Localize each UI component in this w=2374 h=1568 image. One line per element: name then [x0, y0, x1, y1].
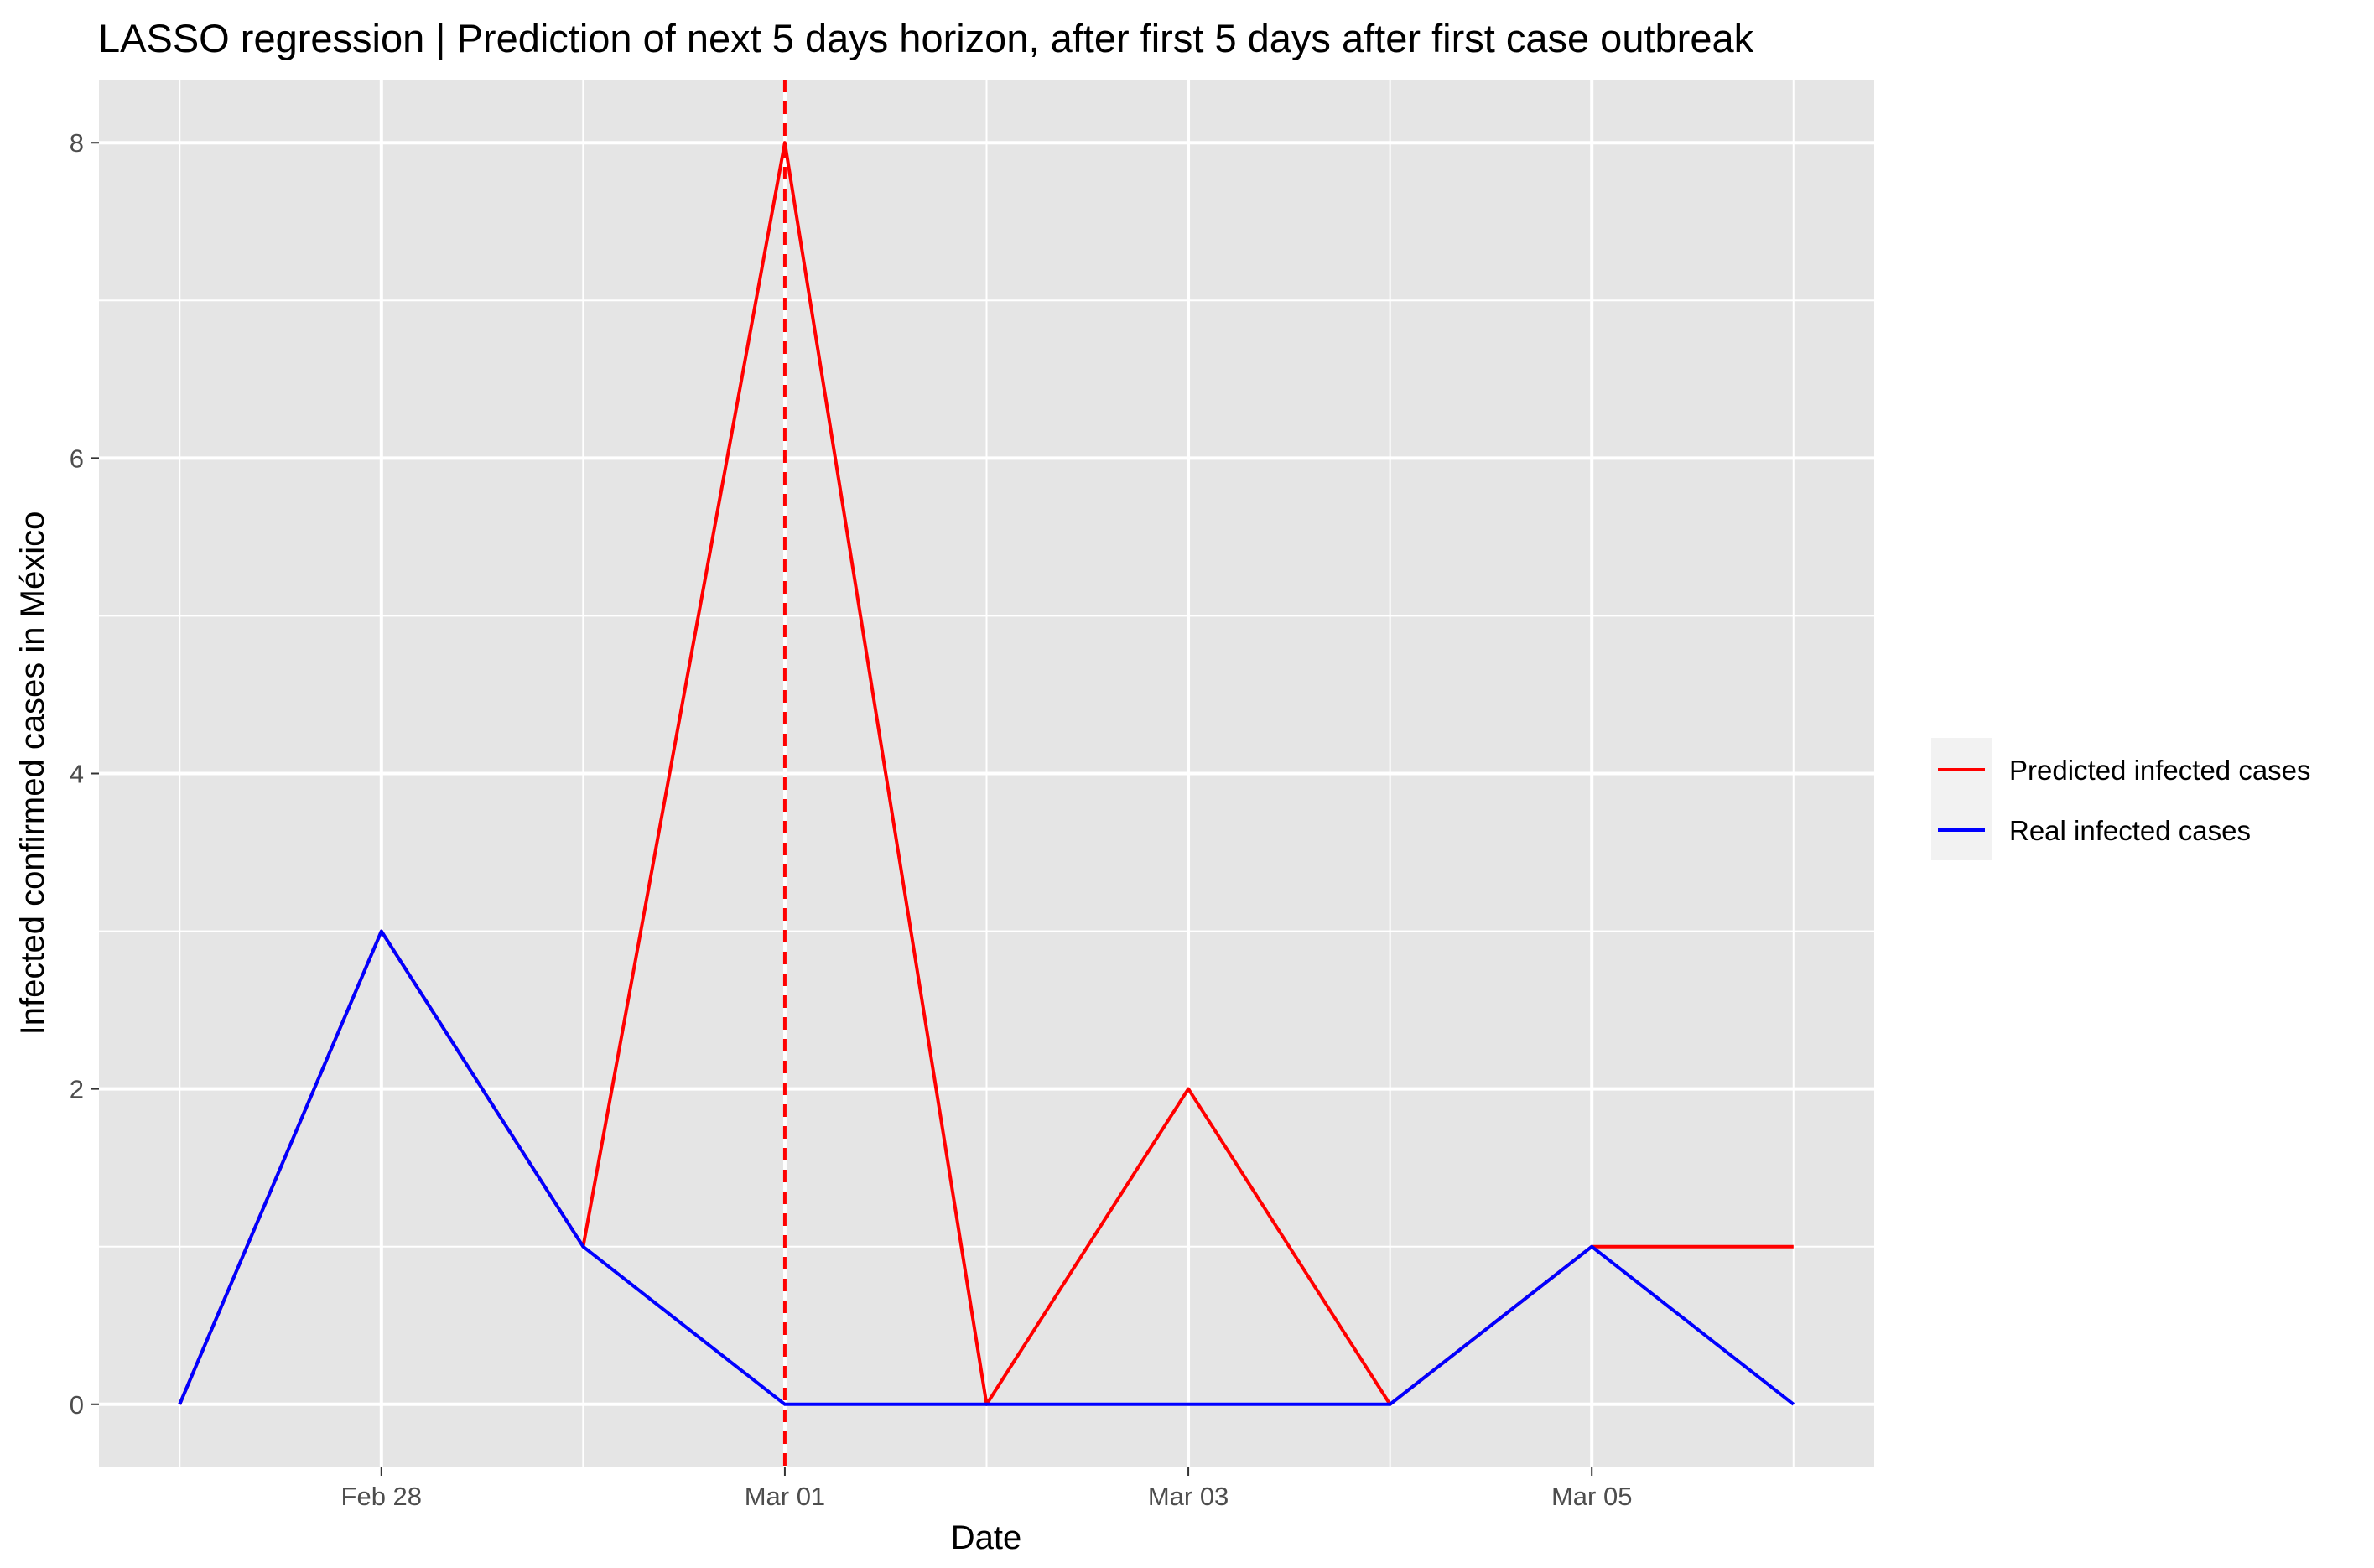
x-axis: Feb 28 Mar 01 Mar 03 Mar 05	[341, 1467, 1632, 1511]
y-tick-label: 2	[70, 1075, 84, 1104]
y-tick-label: 6	[70, 444, 84, 473]
x-tick-label: Mar 01	[745, 1482, 825, 1511]
x-axis-title: Date	[951, 1519, 1022, 1556]
y-tick-label: 0	[70, 1390, 84, 1420]
legend: Predicted infected cases Real infected ca…	[1931, 738, 2311, 860]
y-axis: 0 2 4 6 8	[70, 128, 99, 1420]
x-tick-label: Feb 28	[341, 1482, 423, 1511]
legend-label-predicted-infected-cases: Predicted infected cases	[2009, 755, 2311, 786]
series-line-real-infected-cases	[178, 929, 1795, 1406]
x-tick-label: Mar 05	[1551, 1482, 1632, 1511]
series-layer	[178, 141, 1795, 1406]
legend-background	[1931, 738, 1992, 860]
y-tick-label: 4	[70, 760, 84, 789]
chart-title: LASSO regression | Prediction of next 5 …	[98, 16, 1754, 60]
legend-label-real-infected-cases: Real infected cases	[2009, 815, 2251, 846]
y-axis-title: Infected confirmed cases in México	[14, 511, 51, 1036]
x-tick-label: Mar 03	[1148, 1482, 1229, 1511]
y-tick-label: 8	[70, 128, 84, 158]
